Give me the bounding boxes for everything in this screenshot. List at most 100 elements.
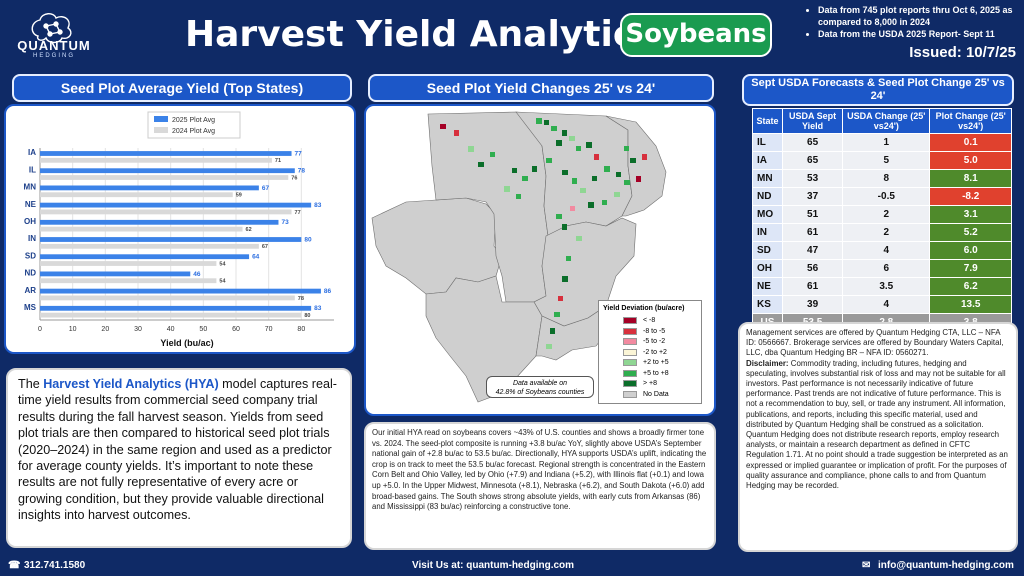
table-cell-state: NE <box>752 277 783 296</box>
table-cell-usda-change: 4 <box>842 241 931 260</box>
table-cell-usda-change: 6 <box>842 259 931 278</box>
disclaimer-text: Management services are offered by Quant… <box>746 328 1010 491</box>
table-row: IN 61 2 5.2 <box>752 223 1012 242</box>
legend-label: < -8 <box>643 317 656 324</box>
table-row: KS 39 4 13.5 <box>752 295 1012 314</box>
bar <box>40 243 259 249</box>
x-axis-label: Yield (bu/ac) <box>160 338 213 348</box>
bar <box>40 261 217 266</box>
table-cell-yield: 56 <box>781 259 844 278</box>
description-highlight: Harvest Yield Analytics (HYA) <box>43 377 219 391</box>
table-cell-yield: 53 <box>781 169 844 188</box>
description-text: The Harvest Yield Analytics (HYA) model … <box>18 376 340 524</box>
footer-website[interactable]: Visit Us at: quantum-hedging.com <box>412 560 575 571</box>
x-tick-label: 40 <box>167 326 175 333</box>
table-cell-yield: 37 <box>781 187 844 206</box>
legend-swatch <box>623 327 637 335</box>
table-cell-state: MN <box>752 169 783 188</box>
category-label: NE <box>25 200 37 209</box>
data-label: 62 <box>246 227 252 233</box>
x-tick-label: 80 <box>297 326 305 333</box>
table-cell-plot-change: 6.2 <box>929 277 1012 296</box>
category-label: ND <box>24 269 36 278</box>
map-legend-title: Yield Deviation (bu/acre) <box>603 305 685 312</box>
table-header-row: State USDA Sept Yield USDA Change (25' v… <box>752 108 1012 134</box>
table-cell-yield: 51 <box>781 205 844 224</box>
table-cell-state: IA <box>752 151 783 170</box>
x-tick-label: 70 <box>265 326 273 333</box>
description-body: model captures real-time yield results f… <box>18 377 337 523</box>
table-cell-plot-change: -8.2 <box>929 187 1012 206</box>
table-cell-state: IL <box>752 133 783 152</box>
map-region-east <box>605 115 667 217</box>
report-notes: Data from 745 plot reports thru Oct 6, 2… <box>808 4 1020 40</box>
data-label: 59 <box>236 193 242 199</box>
usda-table-panel: State USDA Sept Yield USDA Change (25' v… <box>752 108 1012 332</box>
bar <box>40 226 243 232</box>
data-label: 86 <box>324 288 332 295</box>
data-label: 71 <box>275 158 281 164</box>
legend-label: No Data <box>643 390 669 398</box>
county-yield-map <box>371 111 667 403</box>
bar <box>40 168 295 174</box>
table-header: Plot Change (25' vs24') <box>929 108 1012 134</box>
table-cell-usda-change: 4 <box>842 295 931 314</box>
phone-icon: ☎ <box>8 560 21 571</box>
legend-label: +2 to +5 <box>643 359 669 366</box>
logo-wordmark: QUANTUM <box>17 38 91 53</box>
table-cell-state: MO <box>752 205 783 224</box>
disclaimer-label: Disclaimer: <box>746 358 789 368</box>
table-cell-state: SD <box>752 241 783 260</box>
legend-swatch <box>154 116 168 122</box>
footer-email[interactable]: info@quantum-hedging.com <box>878 560 1014 571</box>
bar <box>40 157 272 163</box>
table-cell-plot-change: 5.2 <box>929 223 1012 242</box>
bar <box>40 185 259 191</box>
bar <box>40 254 250 260</box>
data-label: 83 <box>314 305 322 312</box>
table-row: ND 37 -0.5 -8.2 <box>752 187 1012 206</box>
category-label: SD <box>25 251 36 260</box>
bar <box>40 312 302 318</box>
table-cell-yield: 65 <box>781 151 844 170</box>
footer-phone[interactable]: 312.741.1580 <box>24 560 86 571</box>
map-coverage-note: Data available on 42.8% of Soybeans coun… <box>486 376 594 398</box>
disclaimer-body: Commodity trading, including futures, he… <box>746 358 1008 491</box>
category-label: MN <box>24 183 37 192</box>
legend-swatch <box>623 338 637 345</box>
category-label: AR <box>24 286 36 295</box>
table-cell-state: IN <box>752 223 783 242</box>
bar <box>40 219 279 225</box>
brain-logo-icon <box>31 13 72 44</box>
x-tick-label: 0 <box>38 326 42 333</box>
category-label: IN <box>28 234 36 243</box>
legend-label: 2025 Plot Avg <box>172 117 215 124</box>
bar <box>40 288 321 294</box>
data-label: 54 <box>219 261 226 267</box>
data-label: 46 <box>193 271 201 278</box>
legend-label: -5 to -2 <box>643 338 666 345</box>
table-cell-plot-change: 3.1 <box>929 205 1012 224</box>
note-item: Data from the USDA 2025 Report- Sept 11 <box>818 28 1020 40</box>
map-region-gulf <box>535 305 613 361</box>
legend-swatch <box>623 317 637 324</box>
description-panel: The Harvest Yield Analytics (HYA) model … <box>6 368 352 548</box>
map-region-west <box>371 197 503 295</box>
table-cell-state: ND <box>752 187 783 206</box>
email-icon: ✉ <box>862 560 871 571</box>
note-item: Data from 745 plot reports thru Oct 6, 2… <box>818 4 1020 28</box>
table-cell-yield: 61 <box>781 223 844 242</box>
bar-chart-panel: 0 10 20 30 40 50 60 70 80 Yield (bu/ac) 2025 Plot … <box>4 104 356 354</box>
left-section-title: Seed Plot Average Yield (Top States) <box>12 74 352 102</box>
data-label: 80 <box>304 236 312 243</box>
table-cell-plot-change: 8.1 <box>929 169 1012 188</box>
table-row: NE 61 3.5 6.2 <box>752 277 1012 296</box>
data-label: 67 <box>262 244 268 250</box>
table-cell-plot-change: 6.0 <box>929 241 1012 260</box>
yield-bar-chart: 0 10 20 30 40 50 60 70 80 Yield (bu/ac) 2025 Plot … <box>24 111 334 348</box>
legend-label: -2 to +2 <box>643 348 667 356</box>
legend-swatch <box>623 390 637 398</box>
x-tick-label: 60 <box>232 326 240 333</box>
table-cell-yield: 65 <box>781 133 844 152</box>
table-cell-usda-change: -0.5 <box>842 187 931 206</box>
